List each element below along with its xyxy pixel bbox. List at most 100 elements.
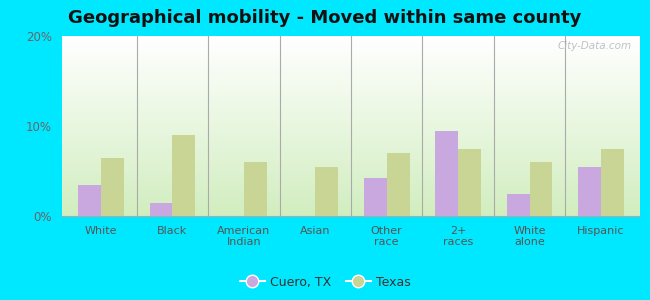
- Bar: [62, 166, 640, 167]
- Bar: [62, 194, 640, 195]
- Bar: [436, 130, 458, 216]
- Bar: [62, 187, 640, 188]
- Bar: [62, 208, 640, 209]
- Bar: [62, 100, 640, 101]
- Bar: [62, 51, 640, 52]
- Bar: [62, 67, 640, 68]
- Bar: [62, 45, 640, 46]
- Bar: [62, 62, 640, 63]
- Bar: [62, 189, 640, 190]
- Bar: [62, 156, 640, 157]
- Bar: [62, 77, 640, 78]
- Bar: [62, 158, 640, 159]
- Bar: [62, 52, 640, 53]
- Bar: [62, 129, 640, 130]
- Bar: [62, 142, 640, 143]
- Bar: [62, 113, 640, 114]
- Bar: [62, 154, 640, 155]
- Bar: [62, 197, 640, 198]
- Bar: [62, 84, 640, 85]
- Bar: [62, 68, 640, 69]
- Bar: [62, 122, 640, 123]
- Bar: [62, 95, 640, 96]
- Bar: [62, 150, 640, 151]
- Bar: [62, 56, 640, 57]
- Bar: [62, 69, 640, 70]
- Bar: [62, 97, 640, 98]
- Bar: [62, 36, 640, 37]
- Bar: [150, 202, 172, 216]
- Bar: [62, 162, 640, 163]
- Bar: [62, 131, 640, 132]
- Bar: [62, 110, 640, 111]
- Bar: [62, 42, 640, 43]
- Bar: [62, 137, 640, 138]
- Bar: [62, 55, 640, 56]
- Bar: [62, 173, 640, 174]
- Bar: [315, 167, 338, 216]
- Bar: [62, 109, 640, 110]
- Bar: [62, 200, 640, 201]
- Bar: [62, 102, 640, 103]
- Bar: [62, 191, 640, 192]
- Bar: [62, 105, 640, 106]
- Bar: [62, 160, 640, 161]
- Bar: [62, 92, 640, 93]
- Bar: [62, 60, 640, 61]
- Bar: [62, 74, 640, 75]
- Bar: [62, 111, 640, 112]
- Bar: [62, 181, 640, 182]
- Bar: [62, 211, 640, 212]
- Bar: [62, 133, 640, 134]
- Bar: [62, 185, 640, 186]
- Bar: [62, 183, 640, 184]
- Bar: [62, 153, 640, 154]
- Bar: [62, 174, 640, 175]
- Bar: [62, 209, 640, 210]
- Bar: [62, 106, 640, 107]
- Bar: [101, 158, 124, 216]
- Bar: [364, 178, 387, 216]
- Bar: [62, 76, 640, 77]
- Bar: [62, 165, 640, 166]
- Bar: [62, 91, 640, 92]
- Bar: [62, 90, 640, 91]
- Bar: [62, 146, 640, 147]
- Bar: [62, 178, 640, 179]
- Bar: [62, 186, 640, 187]
- Bar: [62, 136, 640, 137]
- Bar: [62, 130, 640, 131]
- Bar: [62, 177, 640, 178]
- Bar: [62, 120, 640, 121]
- Bar: [62, 83, 640, 84]
- Bar: [62, 163, 640, 164]
- Bar: [62, 202, 640, 203]
- Bar: [62, 43, 640, 44]
- Bar: [62, 85, 640, 86]
- Bar: [62, 94, 640, 95]
- Bar: [62, 75, 640, 76]
- Bar: [62, 64, 640, 65]
- Bar: [62, 140, 640, 141]
- Bar: [62, 180, 640, 181]
- Bar: [62, 161, 640, 162]
- Bar: [62, 207, 640, 208]
- Bar: [62, 82, 640, 83]
- Bar: [62, 139, 640, 140]
- Bar: [62, 182, 640, 183]
- Bar: [62, 184, 640, 185]
- Text: Geographical mobility - Moved within same county: Geographical mobility - Moved within sam…: [68, 9, 582, 27]
- Bar: [62, 104, 640, 105]
- Bar: [62, 170, 640, 171]
- Bar: [62, 126, 640, 127]
- Bar: [62, 143, 640, 144]
- Bar: [62, 87, 640, 88]
- Bar: [62, 214, 640, 215]
- Bar: [62, 63, 640, 64]
- Bar: [62, 169, 640, 170]
- Bar: [62, 188, 640, 189]
- Bar: [62, 144, 640, 145]
- Bar: [62, 168, 640, 169]
- Bar: [62, 65, 640, 66]
- Bar: [62, 175, 640, 176]
